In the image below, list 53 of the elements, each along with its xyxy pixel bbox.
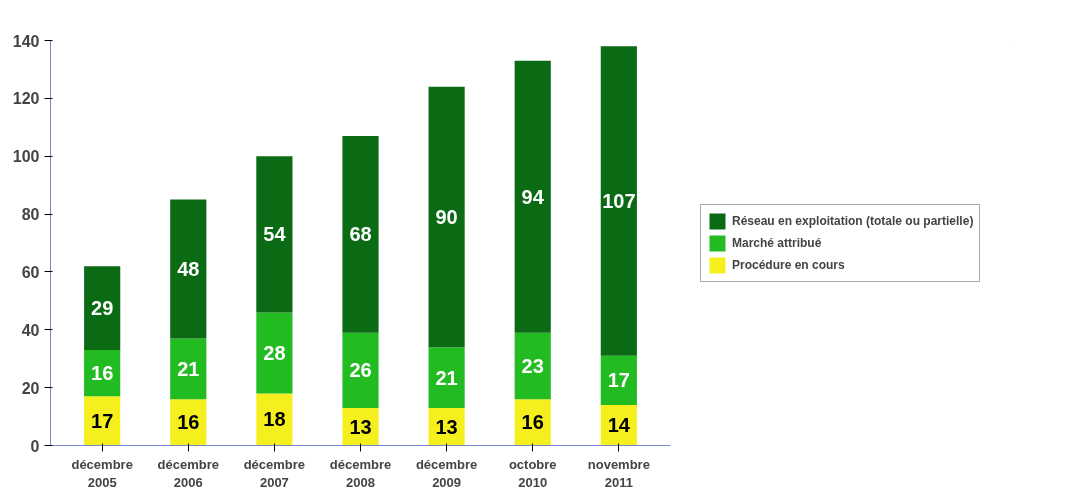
data-label: 17 xyxy=(607,369,630,392)
y-tick-label: 20 xyxy=(21,379,40,397)
data-label: 13 xyxy=(349,415,372,438)
bar xyxy=(600,355,637,405)
bar xyxy=(256,156,293,313)
bar xyxy=(514,60,551,333)
data-label: 26 xyxy=(349,359,372,382)
y-tick-label: 0 xyxy=(30,437,40,455)
data-label: 54 xyxy=(263,223,287,246)
data-label: 21 xyxy=(177,357,200,380)
bar xyxy=(342,135,379,333)
y-tick-label: 60 xyxy=(21,263,40,281)
data-label: 68 xyxy=(349,223,372,246)
bar xyxy=(84,266,121,351)
legend-label: Marché attribué xyxy=(732,235,822,250)
y-tick-label: 120 xyxy=(12,90,40,108)
bar xyxy=(84,396,121,446)
y-tick-label: 100 xyxy=(12,148,40,166)
bar xyxy=(428,86,465,348)
x-tick-label: décembre 2005 xyxy=(71,456,133,490)
data-label: 17 xyxy=(91,409,114,432)
data-label: 90 xyxy=(435,205,458,228)
data-label: 107 xyxy=(602,190,636,213)
data-label: 16 xyxy=(521,411,544,434)
bar xyxy=(170,199,207,339)
data-label: 16 xyxy=(177,411,200,434)
x-tick-label: décembre 2009 xyxy=(415,456,478,490)
x-tick-label: décembre 2007 xyxy=(243,456,306,490)
bar xyxy=(514,332,551,400)
y-tick-label: 40 xyxy=(21,321,40,339)
legend-label: Réseau en exploitation (totale ou partielle) xyxy=(732,213,974,228)
bar xyxy=(600,46,637,356)
data-label: 29 xyxy=(91,297,114,320)
data-label: 14 xyxy=(607,414,631,437)
bar xyxy=(342,332,379,408)
y-tick-label: 140 xyxy=(12,32,40,50)
data-label: 21 xyxy=(435,366,458,389)
data-label: 13 xyxy=(435,415,458,438)
x-tick-label: octobre 2010 xyxy=(508,456,557,490)
legend-label: Procédure en cours xyxy=(732,257,845,272)
bar xyxy=(170,338,207,400)
data-label: 28 xyxy=(263,341,286,364)
data-label: 18 xyxy=(263,408,286,431)
x-tick-label: décembre 2008 xyxy=(329,456,392,490)
bar xyxy=(428,347,465,408)
y-tick-label: 80 xyxy=(21,206,40,224)
data-label: 23 xyxy=(521,354,544,377)
data-label: 94 xyxy=(521,185,545,208)
x-tick-label: décembre 2006 xyxy=(157,456,219,490)
bar xyxy=(256,312,293,394)
data-label: 16 xyxy=(91,362,114,385)
x-tick-label: novembre 2011 xyxy=(587,456,650,490)
data-label: 48 xyxy=(177,258,200,281)
